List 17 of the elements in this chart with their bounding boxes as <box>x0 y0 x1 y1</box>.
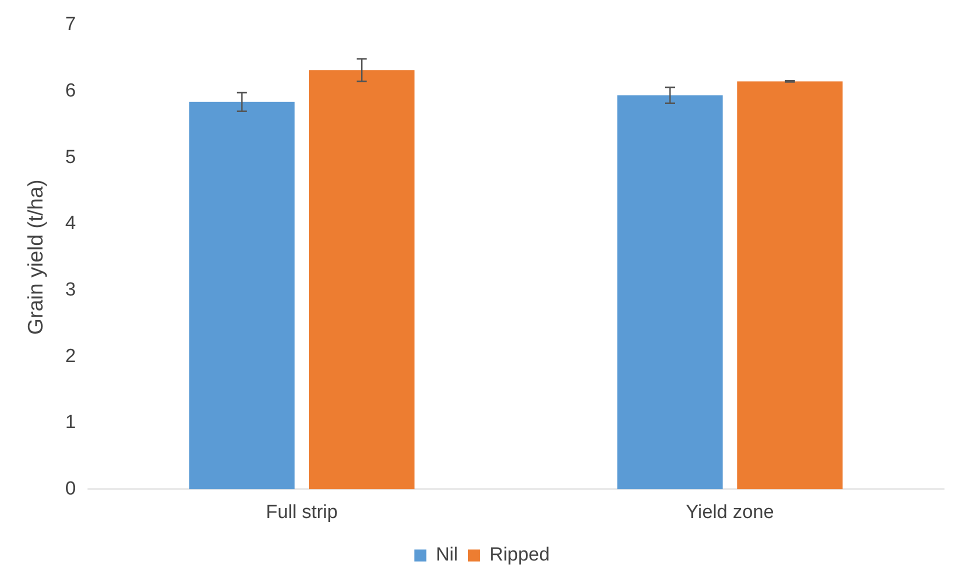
legend-label: Ripped <box>489 544 550 566</box>
bar <box>309 70 415 490</box>
x-tick-label: Yield zone <box>686 502 774 523</box>
y-tick-label: 1 <box>65 412 76 434</box>
legend-label: Nil <box>436 544 458 566</box>
y-tick-label: 0 <box>65 478 76 500</box>
y-tick-label: 4 <box>65 213 76 234</box>
bar <box>737 81 843 490</box>
bar <box>617 95 723 490</box>
y-axis-title: Grain yield (t/ha) <box>24 179 48 335</box>
y-tick-label: 2 <box>65 346 76 367</box>
bar <box>189 102 295 490</box>
x-tick-label: Full strip <box>266 502 338 523</box>
y-tick-label: 5 <box>65 146 76 168</box>
y-tick-label: 7 <box>65 14 76 36</box>
y-tick-label: 3 <box>65 279 76 300</box>
y-tick-label: 6 <box>65 80 76 102</box>
